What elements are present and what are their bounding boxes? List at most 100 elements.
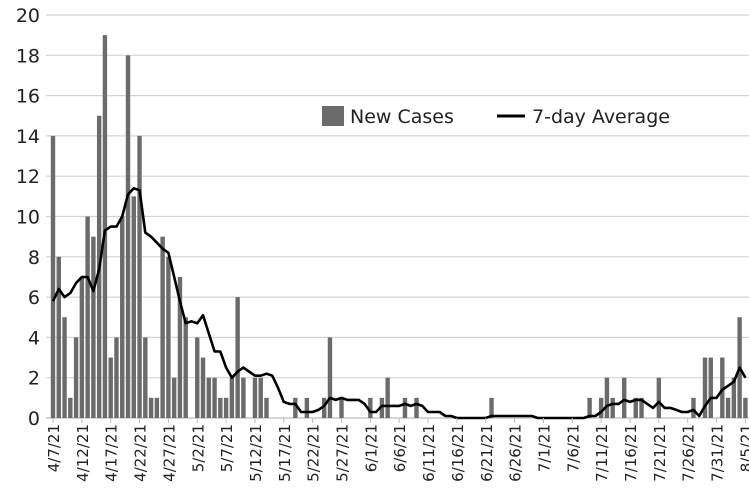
bar-new-cases [385,377,390,418]
y-tick-label: 4 [28,327,40,349]
x-tick-label: 7/11/21 [593,424,611,482]
bar-new-cases [148,397,154,418]
x-tick-label: 4/7/21 [45,424,63,472]
x-tick-label: 7/1/21 [535,424,553,472]
x-tick-label: 7/16/21 [622,424,640,482]
legend-label-7-day-average: 7-day Average [532,106,670,128]
x-tick-label: 5/17/21 [276,424,294,482]
y-tick-label: 12 [16,166,40,188]
y-tick-label: 0 [28,408,40,430]
y-tick-label: 20 [16,5,40,27]
x-tick-label: 7/31/21 [709,424,727,482]
bar-new-cases [702,357,708,418]
bar-new-cases [91,236,96,418]
x-tick-label: 6/11/21 [420,424,438,482]
y-tick-label: 18 [16,45,40,67]
bar-new-cases [691,397,696,418]
bar-new-cases [206,377,211,418]
bar-new-cases [379,397,385,418]
bar-new-cases [743,397,748,418]
bar-new-cases [62,317,67,418]
line-series [51,187,747,420]
bar-new-cases [610,397,615,418]
x-tick-label: 7/26/21 [680,424,698,482]
bar-new-cases [252,377,258,418]
bar-new-cases [114,337,119,418]
bar-new-cases [218,397,223,418]
bar-new-cases [200,357,206,418]
x-tick-label: 6/6/21 [391,424,409,472]
y-tick-label: 14 [16,126,40,148]
bar-new-cases [708,357,713,418]
legend-swatch-new-cases [322,106,344,126]
x-tick-label: 6/1/21 [362,424,380,472]
bar-new-cases [598,397,604,418]
bar-new-cases [414,397,419,418]
bar-new-cases [166,256,171,418]
bar-new-cases [73,337,79,418]
bar-new-cases [402,397,408,418]
x-tick-label: 5/7/21 [218,424,236,472]
bar-new-cases [50,135,56,418]
bar-new-cases [339,397,344,418]
x-tick-label: 5/22/21 [305,424,323,482]
bar-new-cases [241,377,246,418]
x-tick-label: 7/6/21 [564,424,582,472]
x-tick-label: 6/21/21 [478,424,496,482]
bar-new-cases [622,377,627,418]
x-axis: 4/7/21 4/12/21 4/17/21 4/22/21 4/27/21 5/2/21… [45,418,749,482]
bar-new-cases [587,397,592,418]
line-7-day-average [51,187,747,420]
bar-new-cases [264,397,269,418]
x-tick-label: 5/27/21 [334,424,352,482]
bar-series [50,35,748,419]
x-tick-label: 6/16/21 [449,424,467,482]
bar-new-cases [639,397,644,418]
x-tick-label: 4/17/21 [103,424,121,482]
bar-new-cases [212,377,217,418]
bar-new-cases [656,377,662,418]
x-tick-label: 8/5/21 [737,424,749,472]
x-tick-label: 4/27/21 [160,424,178,482]
bar-new-cases [725,397,731,418]
y-axis-ticks: 0 2 4 6 8 10 12 14 16 18 20 [16,5,40,430]
bar-new-cases [195,337,200,418]
bar-new-cases [120,216,125,418]
bar-new-cases [143,337,148,418]
bar-new-cases [85,216,90,418]
bar-new-cases [137,135,142,418]
legend: New Cases 7-day Average [322,106,670,128]
y-tick-label: 2 [28,368,40,390]
x-tick-label: 5/2/21 [189,424,207,472]
bar-new-cases [368,397,373,418]
x-tick-label: 7/21/21 [651,424,669,482]
bar-new-cases [604,377,610,418]
x-tick-label: 6/26/21 [507,424,525,482]
x-tick-label: 5/12/21 [247,424,265,482]
x-tick-label: 4/12/21 [74,424,92,482]
bar-new-cases [293,397,298,418]
bar-new-cases [108,357,113,418]
bar-new-cases [229,377,235,418]
bar-new-cases [304,397,310,418]
bar-new-cases [131,196,136,418]
bar-new-cases [125,55,131,419]
y-tick-label: 8 [28,247,40,269]
y-tick-label: 16 [16,86,40,108]
legend-label-new-cases: New Cases [350,106,454,128]
gridlines [46,14,749,419]
bar-new-cases [258,377,263,418]
bar-new-cases [720,357,725,418]
bar-new-cases [79,276,85,418]
bar-new-cases [235,297,240,418]
bar-new-cases [633,397,638,418]
bar-new-cases [160,236,165,418]
y-tick-label: 6 [28,287,40,309]
bar-new-cases [102,35,108,419]
bar-new-cases [177,276,183,418]
bar-new-cases [489,397,494,418]
x-tick-label: 4/22/21 [132,424,150,482]
bar-new-cases [56,256,61,418]
bar-new-cases [171,377,177,418]
